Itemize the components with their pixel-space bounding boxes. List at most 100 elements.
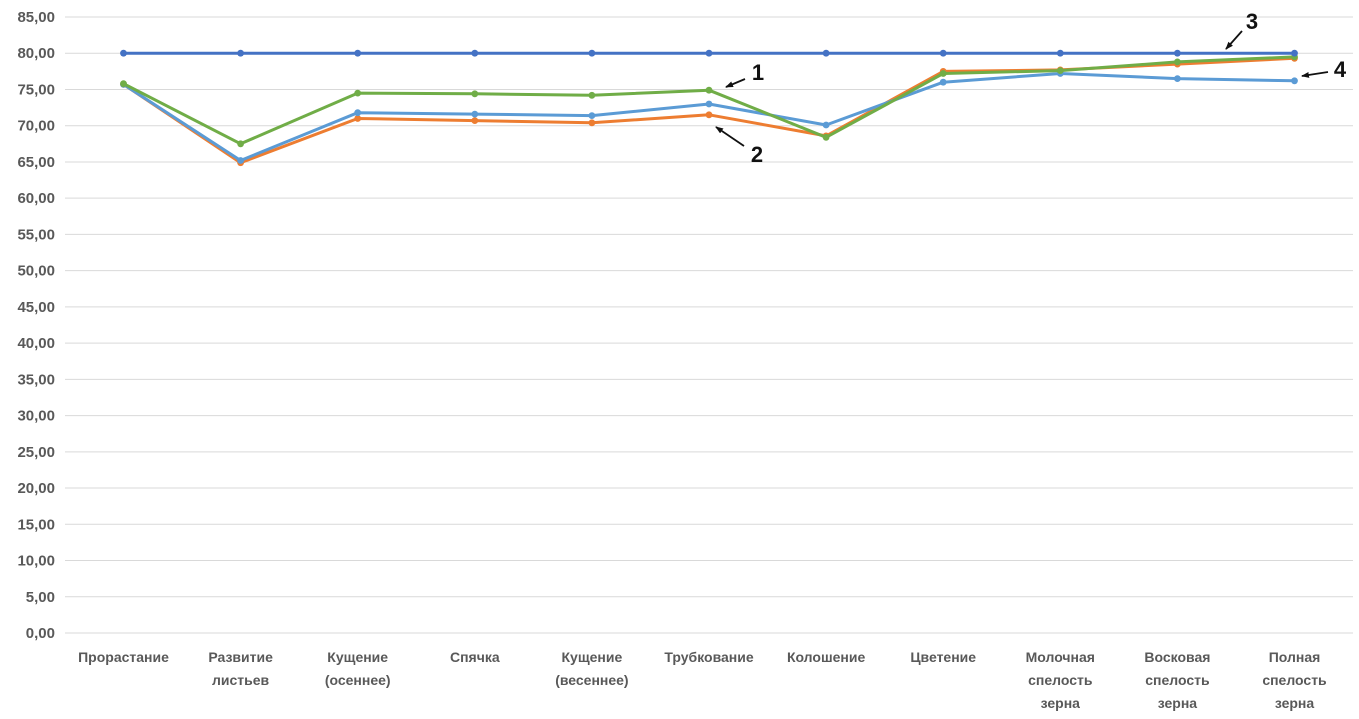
x-category-label: Прорастание — [78, 649, 169, 665]
x-category-label-line: Развитие — [208, 649, 273, 665]
data-point-series-3 — [1056, 49, 1064, 57]
x-category-label: Восковая спелость зерна — [1144, 649, 1210, 711]
x-category-label-line: Полная — [1269, 649, 1321, 665]
data-point-series-1 — [1056, 67, 1064, 74]
data-point-series-4 — [237, 157, 245, 164]
x-category-label: Кущение (осеннее) — [325, 649, 391, 688]
annotation-arrow-2 — [715, 126, 745, 147]
x-category-label-line: листьев — [212, 672, 270, 688]
y-tick-label: 75,00 — [17, 81, 55, 98]
data-point-series-4 — [939, 78, 947, 86]
annotation-arrow-3 — [1225, 30, 1243, 50]
x-category-label-line: спелость — [1145, 672, 1210, 688]
x-category-label: Цветение — [910, 649, 976, 665]
y-tick-label: 30,00 — [17, 408, 55, 425]
x-category-label-line: зерна — [1041, 695, 1081, 711]
data-point-series-2 — [471, 117, 479, 124]
annotation-label-4: 4 — [1334, 57, 1347, 82]
data-point-series-4 — [822, 121, 830, 129]
data-point-series-3 — [471, 49, 479, 57]
x-category-label-line: (весеннее) — [555, 672, 628, 688]
y-axis-tick-labels: 0,00 5,00 10,00 15,00 20,00 25,00 30,00 35,00 40… — [17, 9, 55, 642]
data-point-series-1 — [705, 86, 713, 94]
x-category-label-line: Восковая — [1144, 649, 1210, 665]
data-point-series-1 — [588, 91, 596, 99]
y-tick-label: 45,00 — [17, 299, 55, 316]
x-category-label: Полная спелость зерна — [1262, 649, 1327, 711]
x-category-label-line: Кущение — [562, 649, 623, 665]
data-point-series-4 — [471, 110, 479, 118]
data-point-series-3 — [1291, 49, 1298, 57]
annotation-label-2: 2 — [751, 142, 763, 167]
data-point-series-2 — [354, 115, 362, 122]
data-point-series-4 — [1291, 77, 1298, 85]
y-tick-label: 25,00 — [17, 444, 55, 461]
annotation-label-1: 1 — [752, 60, 764, 85]
y-tick-label: 5,00 — [26, 589, 55, 606]
x-category-label-line: Кущение — [327, 649, 388, 665]
data-point-series-2 — [588, 119, 596, 127]
data-point-series-1 — [939, 70, 947, 77]
data-point-series-3 — [705, 49, 713, 57]
y-tick-label: 60,00 — [17, 190, 55, 207]
x-category-label-line: (осеннее) — [325, 672, 391, 688]
x-category-label: Молочная спелость зерна — [1026, 649, 1095, 711]
data-point-series-3 — [120, 49, 127, 57]
data-point-series-4 — [354, 109, 362, 117]
data-point-series-1 — [354, 89, 362, 97]
data-point-series-3 — [588, 49, 596, 57]
x-category-label-line: Трубкование — [664, 649, 753, 665]
y-tick-label: 20,00 — [17, 480, 55, 497]
y-tick-label: 50,00 — [17, 263, 55, 280]
x-category-label: Спячка — [450, 649, 500, 665]
data-point-series-4 — [1174, 75, 1181, 82]
x-category-label-line: Цветение — [910, 649, 976, 665]
y-tick-label: 65,00 — [17, 154, 55, 171]
y-tick-label: 55,00 — [17, 226, 55, 243]
data-point-series-3 — [939, 49, 947, 57]
x-category-label: Трубкование — [664, 649, 753, 665]
data-point-series-3 — [822, 49, 830, 57]
data-point-series-4 — [588, 112, 596, 119]
annotation-label-3: 3 — [1246, 9, 1258, 34]
x-category-label: Кущение (весеннее) — [555, 649, 628, 688]
gridlines — [65, 16, 1353, 634]
annotation-arrow-1 — [725, 78, 746, 88]
x-category-label-line: Прорастание — [78, 649, 169, 665]
data-point-series-1 — [237, 140, 245, 148]
series-3 — [120, 49, 1298, 57]
x-category-label: Развитие листьев — [208, 649, 273, 688]
x-axis-category-labels: Прорастание Развитие листьев Кущение (осенне… — [78, 649, 1327, 711]
x-category-label-line: зерна — [1158, 695, 1198, 711]
series-1 — [120, 53, 1298, 148]
x-category-label-line: Спячка — [450, 649, 500, 665]
data-point-series-3 — [354, 49, 362, 57]
y-tick-label: 70,00 — [17, 118, 55, 135]
x-category-label-line: Колошение — [787, 649, 866, 665]
x-category-label-line: зерна — [1275, 695, 1315, 711]
y-tick-label: 40,00 — [17, 335, 55, 352]
y-tick-label: 15,00 — [17, 516, 55, 533]
y-tick-label: 80,00 — [17, 45, 55, 62]
x-category-label-line: Молочная — [1026, 649, 1095, 665]
y-tick-label: 10,00 — [17, 553, 55, 570]
y-tick-label: 35,00 — [17, 371, 55, 388]
data-point-series-1 — [120, 80, 127, 88]
data-point-series-4 — [705, 100, 713, 108]
annotations: 1 2 3 4 — [715, 9, 1347, 167]
data-point-series-3 — [1174, 49, 1181, 57]
data-point-series-3 — [237, 49, 245, 57]
x-category-label: Колошение — [787, 649, 866, 665]
x-category-label-line: спелость — [1028, 672, 1093, 688]
x-category-label-line: спелость — [1262, 672, 1327, 688]
data-point-series-1 — [822, 133, 830, 141]
data-point-series-1 — [1174, 58, 1181, 66]
data-point-series-2 — [705, 111, 713, 119]
data-point-series-1 — [471, 90, 479, 98]
y-tick-label: 0,00 — [26, 625, 55, 642]
y-tick-label: 85,00 — [17, 9, 55, 26]
annotation-arrow-4 — [1301, 71, 1329, 78]
